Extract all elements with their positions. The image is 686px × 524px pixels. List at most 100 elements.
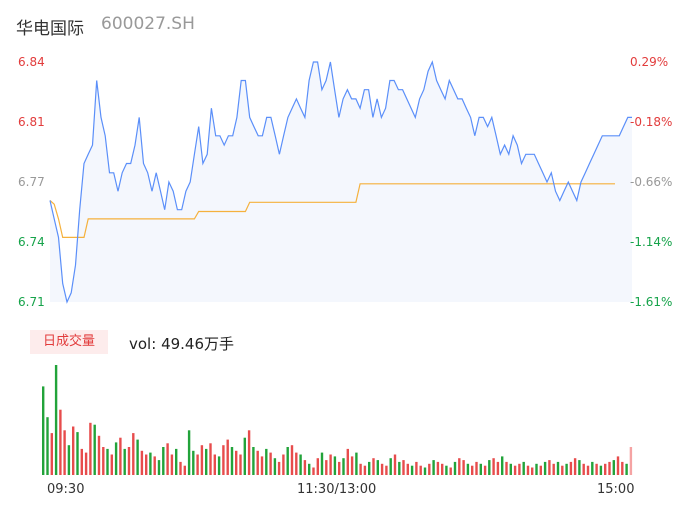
- volume-bar: [582, 463, 585, 475]
- volume-bar: [290, 445, 294, 475]
- volume-bar: [441, 463, 444, 475]
- volume-bar: [604, 463, 607, 475]
- volume-bar: [531, 467, 534, 475]
- y-right-tick: -0.66%: [630, 175, 673, 189]
- volume-bar: [114, 442, 118, 475]
- volume-bar: [629, 447, 633, 475]
- volume-bar: [308, 463, 311, 475]
- volume-bar: [492, 458, 495, 475]
- stock-code: 600027.SH: [101, 14, 195, 34]
- volume-bar: [269, 452, 272, 475]
- volume-bar: [132, 433, 135, 475]
- volume-bar: [119, 437, 122, 475]
- volume-bar: [54, 365, 58, 475]
- y-left-tick: 6.84: [18, 55, 45, 69]
- volume-bar: [368, 461, 371, 475]
- stock-name: 华电国际: [16, 19, 84, 39]
- volume-bar: [325, 460, 328, 475]
- volume-bar: [333, 456, 337, 475]
- volume-bar: [329, 454, 332, 475]
- y-left-tick: 6.71: [18, 295, 45, 309]
- volume-bar: [260, 456, 264, 475]
- volume-bar: [192, 450, 195, 475]
- volume-bar: [217, 456, 221, 475]
- volume-bar: [157, 460, 161, 475]
- volume-bar: [372, 458, 375, 475]
- volume-bar: [621, 461, 624, 475]
- volume-bar: [475, 461, 478, 475]
- volume-bar: [183, 465, 186, 475]
- volume-bar: [471, 465, 474, 475]
- x-tick: 09:30: [47, 482, 85, 497]
- volume-bar: [458, 458, 461, 475]
- volume-bar: [46, 417, 49, 475]
- volume-bar: [616, 456, 620, 475]
- volume-bar: [312, 467, 315, 475]
- price-area: [50, 62, 632, 302]
- volume-bar: [385, 465, 388, 475]
- volume-bar: [76, 432, 79, 475]
- volume-bar: [222, 445, 225, 475]
- volume-bar: [565, 463, 568, 475]
- volume-bar: [338, 461, 341, 475]
- volume-bar: [97, 435, 101, 475]
- volume-bar: [363, 465, 367, 475]
- volume-bar: [50, 433, 53, 475]
- volume-bar: [543, 461, 547, 475]
- volume-bar: [136, 439, 139, 475]
- volume-bar: [295, 452, 298, 475]
- volume-bar: [569, 461, 573, 475]
- volume-bar: [518, 463, 521, 475]
- volume-bar: [406, 463, 409, 475]
- volume-bar: [428, 463, 431, 475]
- volume-bar: [205, 448, 208, 475]
- price-line: [49, 60, 632, 304]
- volume-bar: [265, 448, 268, 475]
- volume-bar: [239, 454, 242, 475]
- volume-bar: [59, 409, 62, 475]
- volume-bar: [612, 460, 615, 475]
- x-tick: 11:30/13:00: [297, 482, 377, 497]
- volume-bar: [316, 458, 319, 475]
- volume-bar: [196, 454, 199, 475]
- volume-bar: [423, 467, 427, 475]
- volume-bar: [509, 463, 512, 475]
- volume-bar: [230, 447, 234, 475]
- volume-bar: [561, 465, 564, 475]
- volume-bar: [376, 460, 379, 475]
- volume-bar: [608, 461, 611, 475]
- volume-bar: [200, 445, 204, 475]
- volume-bar: [535, 463, 538, 475]
- volume-bar: [415, 461, 418, 475]
- volume-badge: 日成交量: [30, 330, 108, 354]
- volume-bar: [389, 458, 392, 475]
- volume-bar: [235, 450, 238, 475]
- volume-bar: [556, 461, 560, 475]
- volume-bar: [127, 447, 131, 475]
- volume-bar: [42, 386, 45, 475]
- volume-bar: [149, 452, 152, 475]
- volume-bar: [419, 465, 422, 475]
- volume-bar: [170, 454, 174, 475]
- volume-bar: [573, 458, 577, 475]
- volume-bar: [355, 452, 358, 475]
- volume-bar: [346, 448, 349, 475]
- volume-bar: [209, 443, 212, 475]
- volume-label: vol:: [129, 335, 157, 353]
- volume-bar: [140, 450, 144, 475]
- volume-bar: [449, 467, 452, 475]
- volume-bar: [505, 461, 508, 475]
- volume-bar: [539, 465, 542, 475]
- volume-value: 49.46万手: [161, 335, 235, 353]
- y-left-tick: 6.81: [18, 115, 45, 129]
- volume-bar: [63, 430, 66, 475]
- volume-bar: [513, 465, 517, 475]
- volume-bar: [526, 465, 530, 475]
- volume-bar: [445, 465, 448, 475]
- volume-bar: [436, 461, 440, 475]
- avg-price-line: [49, 183, 615, 238]
- volume-bar: [80, 448, 83, 475]
- volume-bar: [303, 460, 307, 475]
- volume-bar: [123, 448, 126, 475]
